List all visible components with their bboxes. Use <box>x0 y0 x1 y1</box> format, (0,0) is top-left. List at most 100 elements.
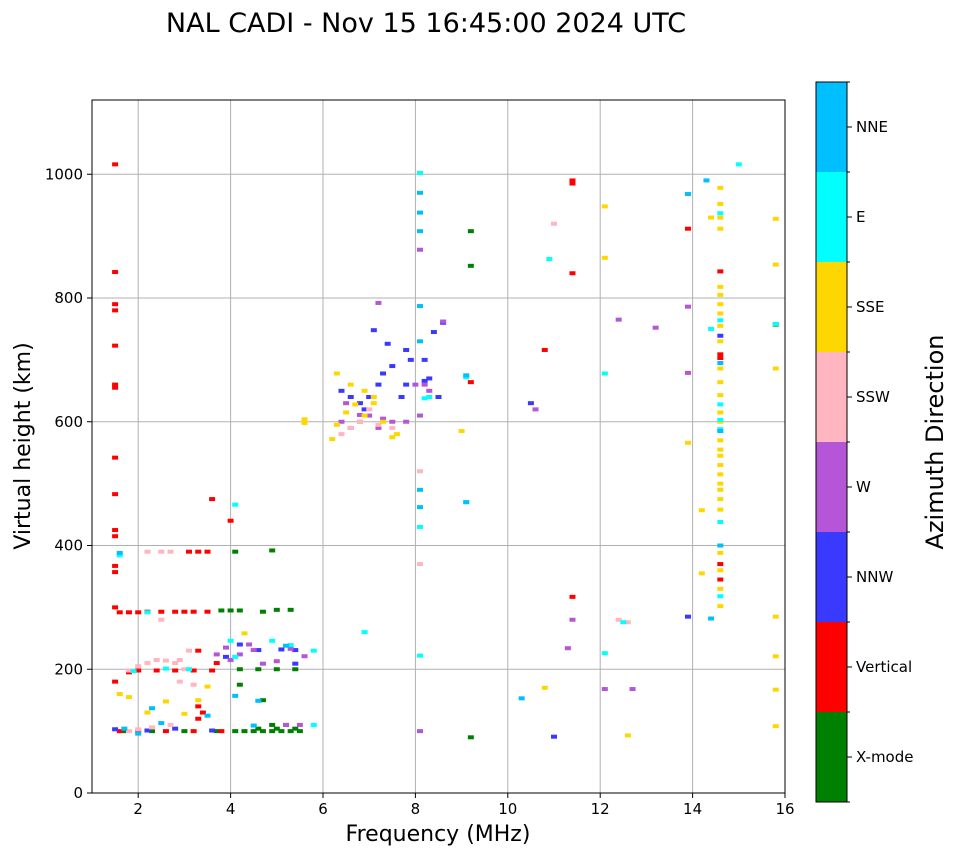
data-point <box>273 607 280 612</box>
data-point <box>112 605 119 610</box>
data-point <box>296 729 303 734</box>
data-point <box>717 519 724 524</box>
series-nnw <box>112 320 724 739</box>
data-point <box>112 308 119 313</box>
data-point <box>338 419 345 424</box>
data-point <box>458 429 465 434</box>
data-point <box>717 185 724 190</box>
data-point <box>116 610 123 615</box>
data-point <box>144 610 151 615</box>
data-point <box>236 642 243 647</box>
x-tick-label: 6 <box>318 800 328 818</box>
data-point <box>569 181 576 186</box>
data-point <box>199 710 206 715</box>
data-point <box>717 393 724 398</box>
data-point <box>176 657 183 662</box>
data-point <box>338 432 345 437</box>
data-point <box>772 262 779 267</box>
colorbar-segment <box>816 352 847 442</box>
data-point <box>361 630 368 635</box>
data-point <box>421 378 428 383</box>
data-point <box>232 502 239 507</box>
data-point <box>467 229 474 234</box>
data-point <box>684 192 691 197</box>
data-point <box>708 326 715 331</box>
data-point <box>717 417 724 422</box>
data-point <box>172 661 179 666</box>
data-point <box>227 608 234 613</box>
data-point <box>190 729 197 734</box>
data-point <box>158 549 165 554</box>
data-point <box>167 722 174 727</box>
data-point <box>717 366 724 371</box>
data-point <box>629 687 636 692</box>
data-point <box>717 211 724 216</box>
data-point <box>195 648 202 653</box>
data-point <box>190 668 197 673</box>
data-point <box>361 388 368 393</box>
data-point <box>772 654 779 659</box>
data-point <box>551 734 557 739</box>
colorbar-tick-label: Vertical <box>856 658 912 676</box>
data-point <box>417 210 424 215</box>
data-point <box>389 419 396 424</box>
data-point <box>172 609 179 614</box>
data-point <box>287 729 294 734</box>
data-point <box>417 190 424 195</box>
data-point <box>569 617 576 622</box>
data-point <box>717 410 724 415</box>
data-point <box>250 723 257 728</box>
data-point <box>417 171 424 176</box>
data-point <box>149 729 156 734</box>
data-point <box>112 563 119 568</box>
series-x-mode <box>121 229 779 740</box>
data-point <box>158 609 165 614</box>
data-point <box>213 661 220 666</box>
data-point <box>329 437 336 442</box>
data-point <box>417 505 424 510</box>
data-point <box>430 330 437 335</box>
data-point <box>116 692 123 696</box>
data-point <box>417 413 424 418</box>
data-point <box>209 728 216 733</box>
data-point <box>273 726 280 731</box>
data-point <box>370 395 377 399</box>
data-point <box>333 422 340 427</box>
data-point <box>112 534 119 539</box>
data-point <box>620 620 627 625</box>
data-point <box>121 729 128 734</box>
data-point <box>684 614 691 619</box>
data-point <box>176 679 183 684</box>
x-tick-label: 12 <box>591 800 610 818</box>
data-point <box>435 395 442 399</box>
data-point <box>333 371 340 376</box>
data-point <box>352 402 359 407</box>
data-point <box>162 658 169 663</box>
data-point <box>112 492 119 497</box>
data-point <box>204 713 211 718</box>
data-point <box>218 729 225 734</box>
data-point <box>112 727 119 732</box>
data-point <box>407 357 414 362</box>
data-point <box>153 657 160 662</box>
y-tick-label: 0 <box>73 784 83 802</box>
data-point <box>259 698 266 703</box>
data-point <box>366 395 373 399</box>
data-point <box>222 645 229 650</box>
data-point <box>601 651 608 656</box>
data-point <box>356 401 363 406</box>
data-point <box>717 438 724 443</box>
data-point <box>287 646 294 651</box>
data-point <box>255 648 262 653</box>
colorbar-tick-label: E <box>856 208 865 226</box>
colorbar-segment <box>816 442 847 532</box>
data-point <box>287 643 294 648</box>
data-point <box>527 401 534 406</box>
data-point <box>236 667 243 672</box>
series-ssw <box>125 221 631 734</box>
data-point <box>398 395 405 399</box>
data-point <box>684 304 691 309</box>
data-point <box>717 269 724 274</box>
data-point <box>255 667 262 672</box>
data-point <box>125 695 132 700</box>
